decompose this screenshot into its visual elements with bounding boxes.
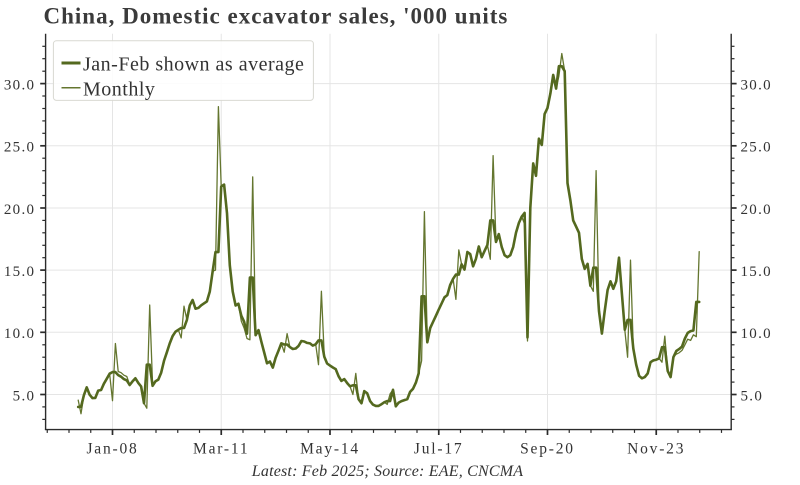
svg-text:30.0: 30.0: [741, 77, 772, 93]
svg-text:25.0: 25.0: [4, 140, 35, 156]
svg-text:Mar-11: Mar-11: [193, 440, 249, 457]
svg-text:5.0: 5.0: [741, 388, 764, 404]
svg-text:Latest: Feb 2025; Source: EAE,: Latest: Feb 2025; Source: EAE, CNCMA: [251, 463, 523, 480]
svg-text:15.0: 15.0: [4, 264, 35, 280]
svg-text:Jan-08: Jan-08: [86, 440, 138, 457]
svg-text:Sep-20: Sep-20: [520, 440, 575, 457]
svg-text:30.0: 30.0: [4, 77, 35, 93]
svg-text:25.0: 25.0: [741, 140, 772, 156]
svg-text:Jul-17: Jul-17: [414, 440, 464, 457]
svg-text:China, Domestic excavator sale: China, Domestic excavator sales, '000 un…: [44, 4, 509, 29]
svg-text:May-14: May-14: [300, 440, 360, 457]
svg-text:15.0: 15.0: [741, 264, 772, 280]
svg-text:Nov-23: Nov-23: [627, 440, 685, 457]
svg-text:10.0: 10.0: [4, 326, 35, 342]
svg-text:20.0: 20.0: [741, 202, 772, 218]
svg-text:10.0: 10.0: [741, 326, 772, 342]
svg-text:20.0: 20.0: [4, 202, 35, 218]
svg-text:5.0: 5.0: [13, 388, 36, 404]
svg-text:Jan-Feb shown as average: Jan-Feb shown as average: [83, 54, 304, 76]
svg-text:Monthly: Monthly: [83, 78, 155, 100]
